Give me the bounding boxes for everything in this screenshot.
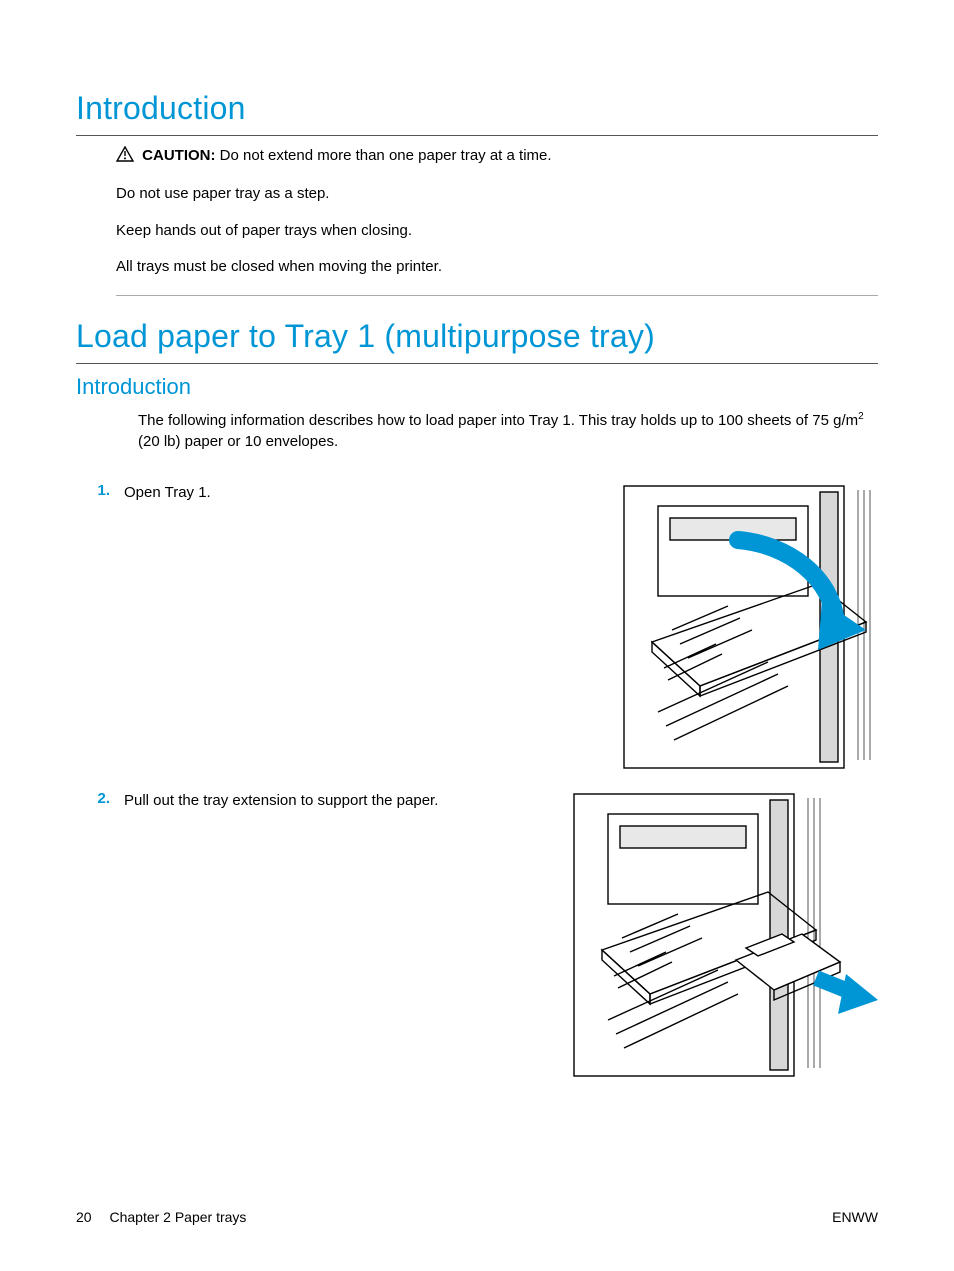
- intro-text-part1: The following information describes how …: [138, 412, 858, 429]
- subsection-title-introduction: Introduction: [76, 374, 878, 400]
- step-figure-2: [498, 790, 878, 1080]
- step-figure-1: [498, 482, 878, 772]
- intro-paragraph: The following information describes how …: [138, 410, 878, 452]
- caution-text-4: All trays must be closed when moving the…: [116, 257, 878, 277]
- footer-chapter: Chapter 2 Paper trays: [109, 1209, 246, 1225]
- caution-text-2: Do not use paper tray as a step.: [116, 184, 878, 204]
- page-footer: 20 Chapter 2 Paper trays ENWW: [76, 1209, 878, 1225]
- footer-left: 20 Chapter 2 Paper trays: [76, 1209, 246, 1225]
- footer-right: ENWW: [832, 1209, 878, 1225]
- caution-label: CAUTION:: [142, 147, 215, 164]
- heading-rule: [76, 135, 878, 136]
- step-row-2: 2. Pull out the tray extension to suppor…: [76, 790, 878, 1080]
- caution-line-1: CAUTION: Do not extend more than one pap…: [116, 146, 878, 168]
- caution-text-3: Keep hands out of paper trays when closi…: [116, 221, 878, 241]
- step-text-2: Pull out the tray extension to support t…: [124, 790, 498, 811]
- intro-superscript: 2: [858, 411, 864, 422]
- page-title-introduction: Introduction: [76, 90, 878, 127]
- step-row-1: 1. Open Tray 1.: [76, 482, 878, 772]
- intro-text-part2: (20 lb) paper or 10 envelopes.: [138, 433, 338, 450]
- footer-page-number: 20: [76, 1209, 92, 1225]
- caution-block: CAUTION: Do not extend more than one pap…: [116, 146, 878, 295]
- step-text-1: Open Tray 1.: [124, 482, 498, 503]
- step-number-1: 1.: [76, 482, 124, 499]
- caution-icon: [116, 146, 134, 168]
- step-number-2: 2.: [76, 790, 124, 807]
- caution-text-1: Do not extend more than one paper tray a…: [220, 147, 552, 164]
- section-title-load-paper: Load paper to Tray 1 (multipurpose tray): [76, 318, 878, 355]
